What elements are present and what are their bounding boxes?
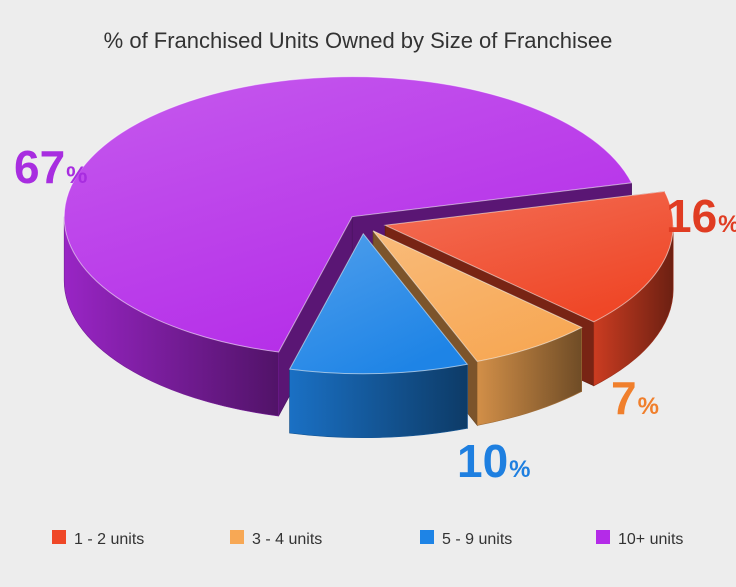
legend-item: 10+ units: [596, 530, 683, 548]
pie-slices: [63, 76, 674, 439]
legend-swatch: [596, 530, 610, 544]
value-label-percent: %: [509, 456, 530, 483]
value-label-number: 16: [666, 190, 717, 242]
value-label-percent: %: [718, 211, 736, 238]
legend-swatch: [52, 530, 66, 544]
pie-slice: [288, 232, 469, 439]
chart-title: % of Franchised Units Owned by Size of F…: [104, 28, 613, 53]
legend-label: 10+ units: [618, 531, 683, 548]
value-label-percent: %: [66, 162, 87, 189]
value-label-number: 7: [611, 372, 637, 424]
legend-label: 3 - 4 units: [252, 531, 322, 548]
legend-swatch: [420, 530, 434, 544]
value-label: 16%: [666, 190, 736, 242]
value-label: 67%: [14, 141, 88, 193]
value-label-number: 67: [14, 141, 65, 193]
value-label-number: 10: [457, 435, 508, 487]
legend-swatch: [230, 530, 244, 544]
legend-label: 1 - 2 units: [74, 531, 144, 548]
legend-item: 5 - 9 units: [420, 530, 512, 548]
legend-label: 5 - 9 units: [442, 531, 512, 548]
value-labels: 16%7%10%67%: [14, 141, 736, 487]
value-label: 7%: [611, 372, 659, 424]
value-label-percent: %: [638, 393, 659, 420]
legend: 1 - 2 units 3 - 4 units 5 - 9 units 10+ uni…: [52, 530, 683, 548]
legend-item: 1 - 2 units: [52, 530, 144, 548]
value-label: 10%: [457, 435, 531, 487]
legend-item: 3 - 4 units: [230, 530, 322, 548]
